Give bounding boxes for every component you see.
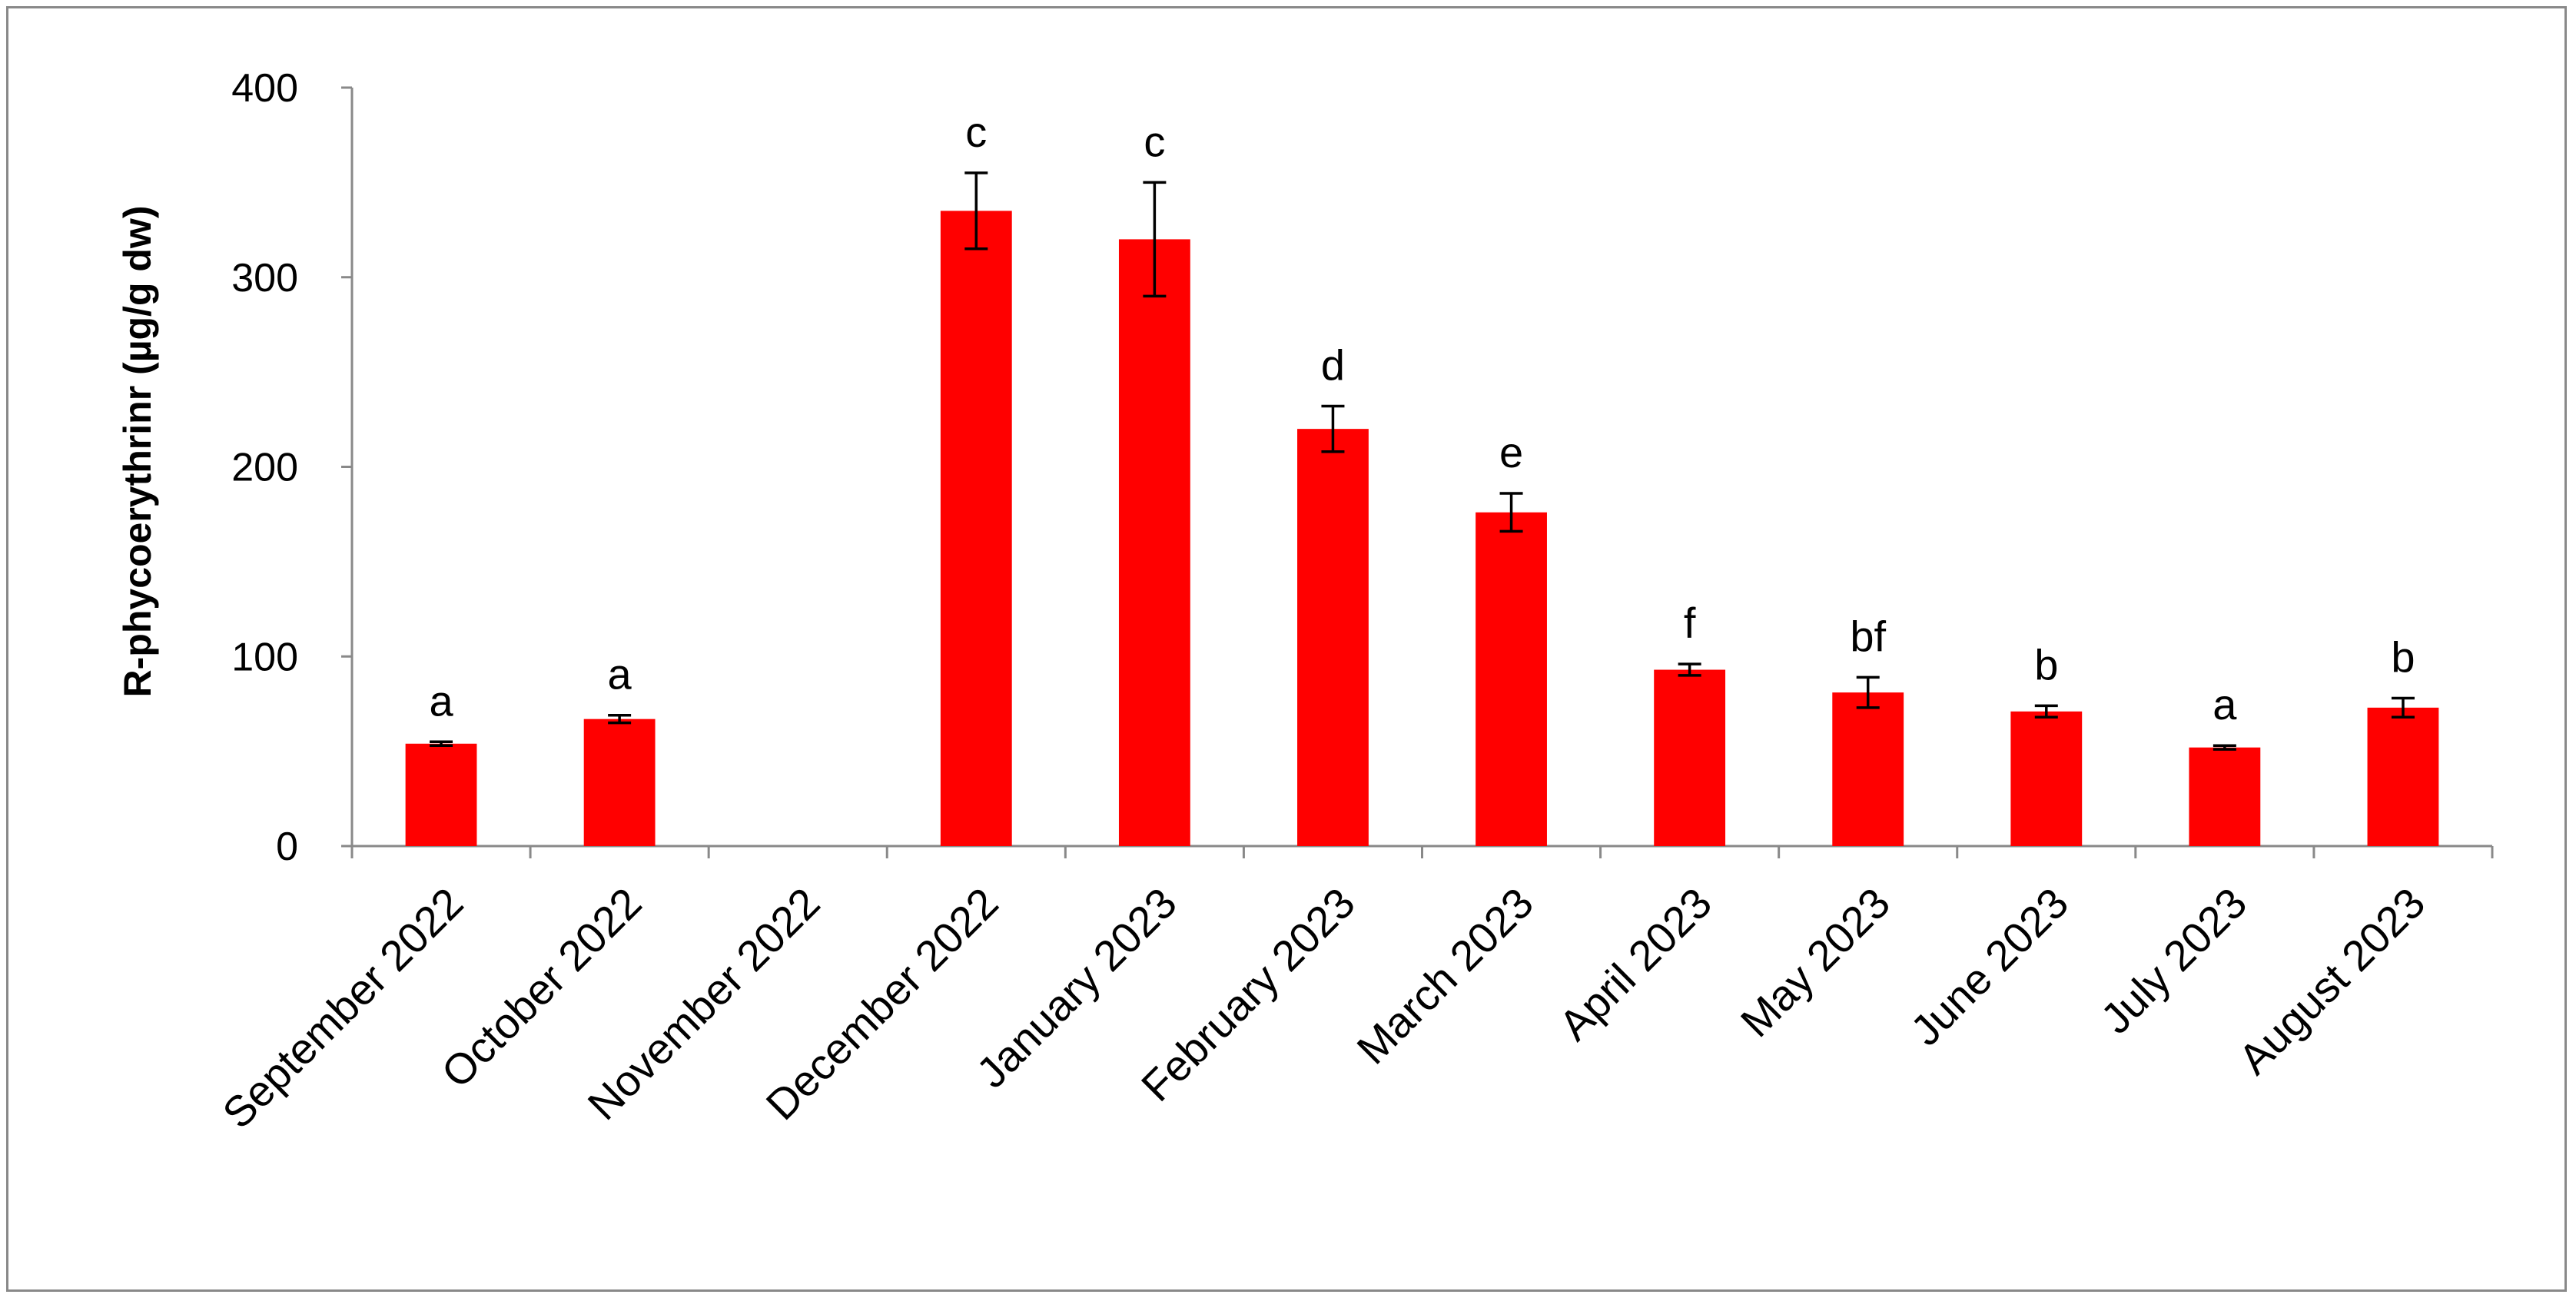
x-category-label: July 2023 xyxy=(2091,878,2256,1043)
bar xyxy=(583,719,656,846)
x-category-label: June 2023 xyxy=(1901,878,2078,1055)
x-category-label: September 2022 xyxy=(213,878,472,1137)
significance-label: b xyxy=(2391,633,2415,682)
y-tick-label: 400 xyxy=(231,66,298,111)
significance-label: c xyxy=(965,108,987,156)
y-tick-label: 100 xyxy=(231,635,298,679)
significance-label: d xyxy=(1321,341,1345,390)
y-tick-label: 200 xyxy=(231,446,298,490)
significance-label: a xyxy=(608,650,632,699)
bar xyxy=(940,211,1012,846)
x-category-label: August 2023 xyxy=(2229,878,2435,1084)
bar xyxy=(1476,512,1547,846)
axes: 0 100 200 300 400 xyxy=(231,66,2494,869)
bar xyxy=(2189,747,2261,846)
bar xyxy=(405,743,477,846)
significance-label: a xyxy=(2213,680,2237,728)
x-category-label: April 2023 xyxy=(1549,878,1721,1050)
y-axis-title: R-phycoerythrinr (µg/g dw) xyxy=(116,206,159,698)
significance-label: bf xyxy=(1850,612,1886,660)
significance-label: b xyxy=(2034,640,2058,689)
bar xyxy=(1832,692,1904,846)
significance-label: a xyxy=(429,676,453,725)
significance-label: c xyxy=(1144,117,1165,165)
x-category-label: March 2023 xyxy=(1347,878,1542,1074)
error-bars xyxy=(430,171,2415,751)
bar xyxy=(1297,429,1369,846)
bars xyxy=(405,211,2439,846)
bar xyxy=(1118,239,1190,846)
bar xyxy=(1654,669,1726,846)
bar xyxy=(2367,707,2439,846)
bar xyxy=(2010,711,2083,846)
significance-label: e xyxy=(1499,428,1523,476)
y-tick-label: 0 xyxy=(276,825,298,869)
chart-frame: 0 100 200 300 400 a September 2022 a October 20… xyxy=(6,6,2567,1292)
significance-label: f xyxy=(1684,599,1696,647)
x-category-label: May 2023 xyxy=(1731,878,1899,1046)
y-tick-label: 300 xyxy=(231,256,298,300)
